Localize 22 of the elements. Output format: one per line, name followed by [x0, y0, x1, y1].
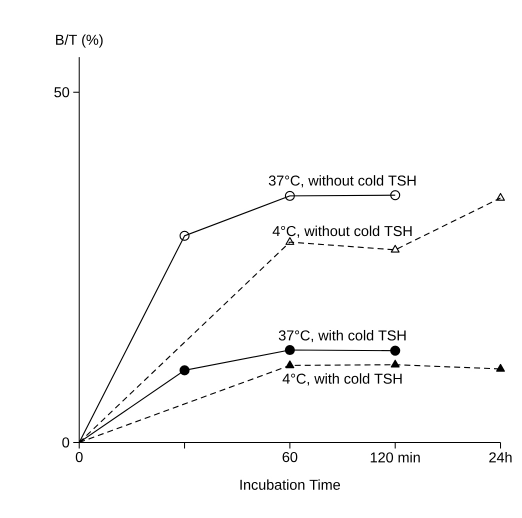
x-tick-label: 60 — [282, 452, 298, 462]
x-axis-title: Incubation Time — [240, 479, 340, 490]
y-tick-label: 50 — [54, 87, 70, 98]
point — [284, 190, 295, 201]
point — [285, 360, 294, 368]
point — [496, 364, 505, 372]
x-tick-label: 0 — [76, 452, 83, 462]
point — [180, 230, 190, 241]
x-tick-label: 24h — [489, 452, 512, 462]
point — [390, 244, 400, 253]
series-label: 4°C, with cold TSH — [282, 373, 402, 386]
point — [496, 192, 505, 201]
x-tick-label: 120 min — [370, 452, 420, 462]
point — [284, 344, 295, 355]
series-label: 4°C, without cold TSH — [272, 226, 412, 238]
point — [390, 360, 400, 368]
point — [390, 190, 400, 200]
point — [390, 346, 400, 356]
series-label: 37°C, without cold TSH — [268, 175, 416, 188]
point — [180, 365, 190, 376]
series-label: 37°C, with cold TSH — [278, 330, 406, 342]
y-axis-title: B/T (%) — [56, 34, 103, 48]
